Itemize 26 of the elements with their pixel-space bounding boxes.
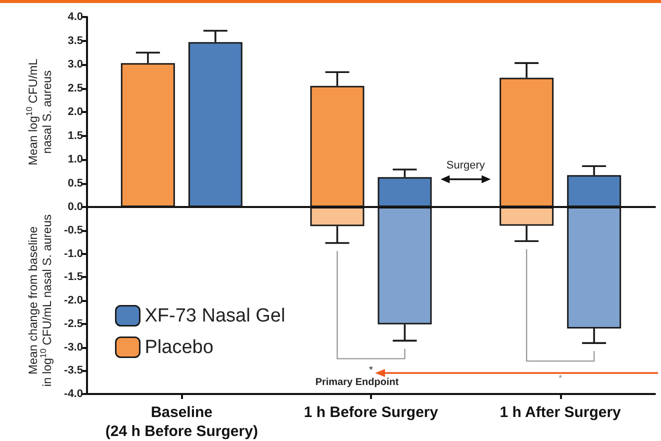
y-tick-label: -0.5	[64, 224, 83, 236]
y-tick-label: 3.0	[68, 58, 83, 70]
annotation: *	[558, 373, 563, 383]
y-tick-label: 4.0	[68, 11, 83, 23]
y-tick-label: -3.0	[64, 341, 83, 354]
y-tick-label: -1.0	[64, 248, 83, 260]
x-tick-label: Baseline (24 h Before Surgery)	[105, 404, 258, 440]
y-tick-label: 0.5	[68, 177, 83, 190]
y-tick-label: 2.5	[68, 82, 83, 94]
y-tick-label: -4.0	[64, 388, 83, 400]
x-tick-label: 1 h After Surgery	[500, 404, 622, 421]
y-tick-label: -2.0	[64, 294, 83, 306]
y-tick-label: 2.0	[68, 106, 83, 118]
y-tick-label: 1.5	[68, 130, 83, 142]
legend-label: XF-73 Nasal Gel	[144, 305, 286, 326]
y-tick-label: 3.5	[68, 34, 83, 47]
y-tick-label: -2.5	[64, 318, 83, 330]
y-tick-label: -3.5	[64, 364, 83, 377]
annotation: Primary Endpoint	[315, 377, 400, 388]
y-tick-label: 0.0	[68, 201, 83, 213]
legend-label: Placebo	[144, 336, 214, 358]
y-tick-label: 1.0	[68, 154, 83, 166]
annotation: *	[369, 365, 374, 376]
x-tick-label: 1 h Before Surgery	[304, 404, 439, 421]
annotation: Surgery	[446, 159, 486, 172]
y-tick-label: -1.5	[64, 271, 83, 284]
